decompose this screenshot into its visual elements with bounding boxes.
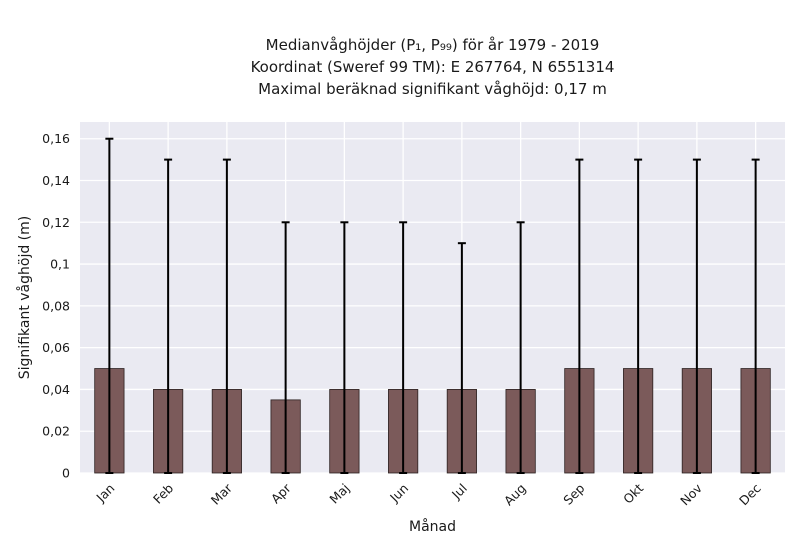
y-tick-label: 0,02 xyxy=(42,424,70,439)
x-tick-label: Maj xyxy=(326,481,352,507)
error-bars xyxy=(105,137,760,474)
chart-title-line-3: Maximal beräknad signifikant våghöjd: 0,… xyxy=(258,80,607,98)
y-tick-label: 0,06 xyxy=(42,340,70,355)
y-tick-label: 0,12 xyxy=(42,215,70,230)
chart-title-line-2: Koordinat (Sweref 99 TM): E 267764, N 65… xyxy=(250,58,615,76)
y-tick-label: 0,14 xyxy=(42,173,70,188)
x-tick-label: Apr xyxy=(268,480,295,507)
x-axis-label: Månad xyxy=(409,518,456,535)
x-tick-label: Mar xyxy=(208,480,236,508)
x-tick-label: Jul xyxy=(448,481,470,503)
x-tick-label: Okt xyxy=(620,480,646,506)
x-tick-labels: Jan Feb Mar Apr Maj Jun Jul Aug Sep Okt Nov Dec xyxy=(93,480,764,508)
x-tick-label: Nov xyxy=(677,480,705,508)
y-tick-labels: 0 0,02 0,04 0,06 0,08 0,1 0,12 0,14 0,16 xyxy=(42,131,70,480)
y-tick-label: 0,1 xyxy=(50,257,70,272)
plot-area xyxy=(80,122,785,473)
x-tick-label: Dec xyxy=(736,480,764,508)
y-tick-label: 0,16 xyxy=(42,131,70,146)
x-tick-label: Feb xyxy=(150,480,176,506)
y-tick-label: 0 xyxy=(62,466,70,481)
x-tick-label: Jun xyxy=(386,481,411,506)
chart-title: Medianvåghöjder (P₁, P₉₉) för år 1979 - … xyxy=(80,34,785,100)
x-tick-label: Aug xyxy=(501,481,529,509)
y-tick-label: 0,04 xyxy=(42,382,70,397)
chart-title-line-1: Medianvåghöjder (P₁, P₉₉) för år 1979 - … xyxy=(265,36,600,54)
y-axis-label: Signifikant våghöjd (m) xyxy=(16,216,33,379)
x-tick-label: Sep xyxy=(560,480,587,507)
y-tick-label: 0,08 xyxy=(42,298,70,313)
x-tick-label: Jan xyxy=(93,481,118,506)
